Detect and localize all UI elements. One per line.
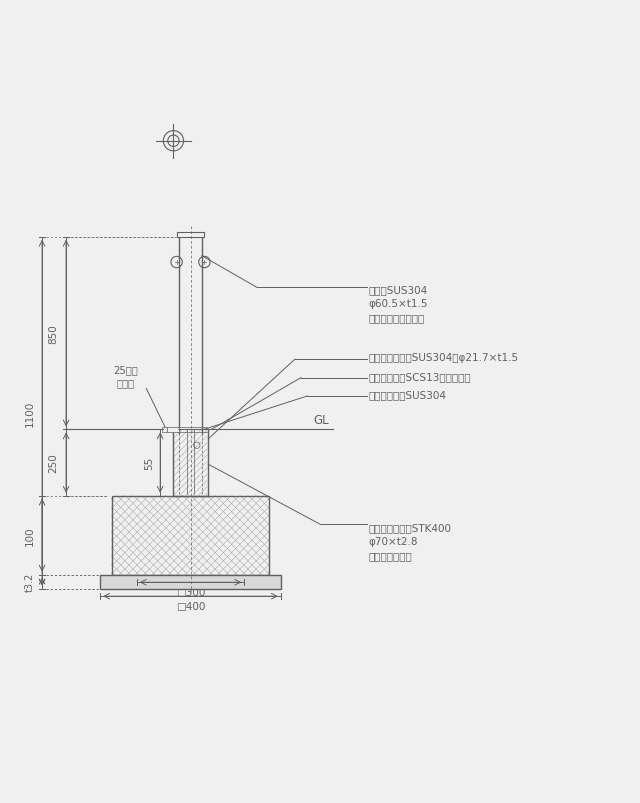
- Text: ガイドパイプ　SUS304　φ21.7×t1.5: ガイドパイプ SUS304 φ21.7×t1.5: [369, 353, 519, 363]
- Text: ケースフタ　SCS13　電解研磨: ケースフタ SCS13 電解研磨: [369, 371, 471, 381]
- Text: GL: GL: [314, 413, 330, 426]
- Text: 1100: 1100: [24, 400, 35, 426]
- Bar: [166, 427, 179, 432]
- Text: カギボルト　SUS304: カギボルト SUS304: [369, 389, 447, 400]
- Bar: [173, 430, 208, 496]
- Text: 100: 100: [24, 526, 35, 545]
- Text: □300: □300: [176, 588, 205, 597]
- Text: 25ミリ
南京錠: 25ミリ 南京錠: [113, 365, 138, 388]
- Bar: [111, 496, 269, 575]
- Bar: [179, 238, 202, 430]
- Text: フタ付ケース　STK400
φ70×t2.8
容融亜鉛メッキ: フタ付ケース STK400 φ70×t2.8 容融亜鉛メッキ: [369, 523, 452, 560]
- Text: 250: 250: [49, 453, 58, 473]
- Text: 支柱　SUS304
φ60.5×t1.5
ヘアーライン仕上げ: 支柱 SUS304 φ60.5×t1.5 ヘアーライン仕上げ: [369, 285, 428, 323]
- Text: 55: 55: [144, 456, 154, 470]
- Bar: [111, 496, 269, 575]
- Text: t3.2: t3.2: [24, 573, 35, 592]
- Bar: [162, 428, 166, 432]
- Text: □400: □400: [176, 601, 205, 612]
- Text: 850: 850: [49, 324, 58, 344]
- Bar: [100, 575, 281, 589]
- Bar: [177, 233, 204, 238]
